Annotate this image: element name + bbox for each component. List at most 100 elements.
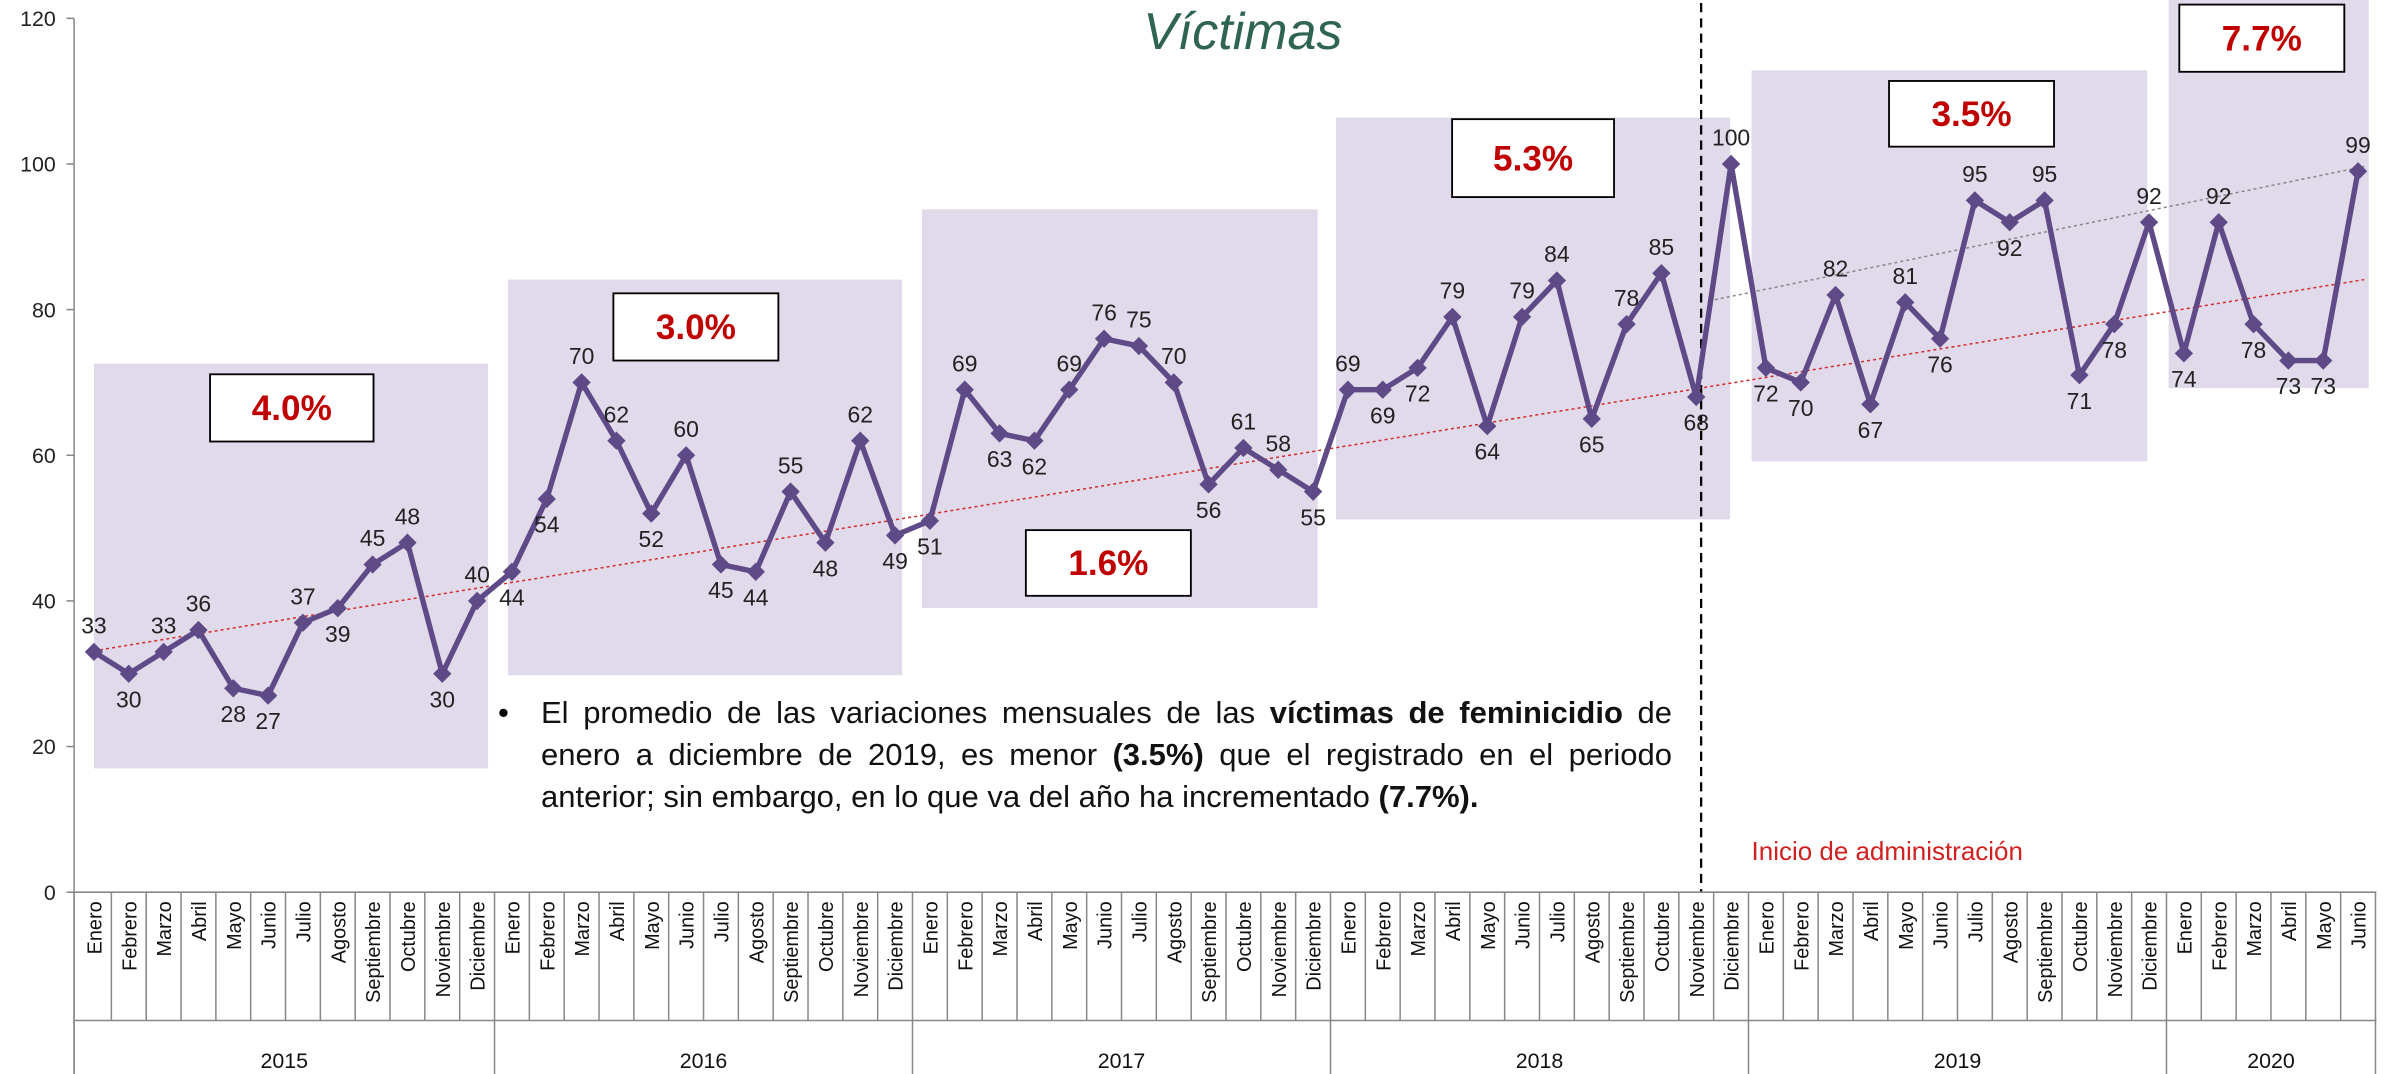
data-label: 69 [1057, 350, 1082, 376]
point [1965, 191, 1985, 210]
x-tick-label: Septiembre [1199, 901, 1221, 1003]
point [154, 642, 173, 662]
data-label: 65 [1579, 431, 1604, 457]
period-label: 7.7% [2222, 19, 2302, 58]
data-label: 62 [1022, 453, 1047, 479]
x-tick-label: Octubre [398, 901, 420, 972]
x-tick-label: Diciembre [1304, 901, 1326, 990]
point [1408, 358, 1427, 378]
data-label: 82 [1823, 256, 1848, 282]
point [119, 664, 138, 683]
x-tick-label: Septiembre [781, 901, 803, 1003]
point [1234, 438, 1253, 458]
point [1373, 380, 1392, 399]
data-label: 48 [813, 555, 838, 581]
y-tick-label: 0 [44, 881, 56, 905]
data-label: 54 [534, 512, 560, 538]
x-tick-label: Mayo [1478, 901, 1500, 950]
data-label: 63 [987, 446, 1012, 472]
point [607, 431, 626, 450]
x-tick-label: Junio [677, 901, 699, 948]
data-label: 36 [186, 591, 211, 617]
x-tick-label: Febrero [955, 901, 977, 971]
note-text: (3.5%) [1112, 737, 1204, 772]
data-label: 79 [1440, 278, 1465, 304]
data-label: 72 [1753, 380, 1778, 406]
data-label: 92 [1997, 235, 2022, 261]
data-label: 79 [1509, 278, 1534, 304]
data-label: 69 [1370, 402, 1395, 428]
note: El promedio de las variaciones mensuales… [541, 692, 1672, 818]
point [1756, 358, 1776, 378]
x-tick-label: Enero [921, 901, 943, 954]
point [189, 620, 208, 640]
x-tick-label: Agosto [328, 901, 350, 963]
point [84, 642, 104, 662]
data-label: 45 [360, 525, 385, 551]
x-tick-label: Enero [1339, 901, 1361, 954]
point [1930, 329, 1950, 348]
data-label: 70 [1788, 395, 1813, 421]
point [1338, 380, 1358, 399]
point [990, 424, 1009, 443]
data-label: 48 [395, 503, 420, 529]
point [1687, 387, 1706, 407]
note-text: (7.7%). [1378, 779, 1479, 814]
x-tick-label: Diciembre [468, 901, 490, 990]
x-tick-label: Octubre [816, 901, 838, 972]
data-label: 30 [430, 686, 455, 712]
data-label: 99 [2345, 132, 2370, 158]
point [816, 533, 835, 552]
data-label: 60 [673, 416, 698, 442]
x-tick-label: Junio [259, 901, 281, 948]
x-tick-label: Abril [2279, 901, 2301, 941]
x-tick-label: Febrero [119, 901, 141, 971]
x-tick-label: Junio [1931, 901, 1953, 948]
series-line [92, 161, 2361, 699]
period-label-box [1024, 529, 1192, 597]
period-label: 1.6% [1068, 544, 1148, 583]
x-tick-label: Septiembre [2035, 901, 2057, 1003]
x-tick-label: Julio [1548, 901, 1570, 942]
data-label: 81 [1892, 263, 1917, 289]
x-tick-label: Marzo [2244, 901, 2266, 956]
x-tick-label: Agosto [2000, 901, 2022, 963]
x-tick-label: Enero [1757, 901, 1779, 954]
data-label: 61 [1231, 409, 1256, 435]
x-tick-label: Octubre [1652, 901, 1674, 972]
x-tick-label: Abril [1861, 901, 1883, 941]
data-label: 51 [917, 533, 942, 559]
point [1547, 271, 1567, 290]
point [1721, 154, 1741, 174]
data-label: 55 [778, 452, 803, 478]
year-label: 2018 [1516, 1049, 1564, 1073]
x-tick-label: Enero [85, 901, 107, 954]
data-label: 62 [604, 401, 629, 427]
x-tick-label: Abril [607, 901, 629, 941]
data-label: 49 [882, 548, 907, 574]
data-label: 52 [639, 526, 664, 552]
x-tick-label: Febrero [1373, 901, 1395, 971]
data-label: 58 [1266, 430, 1291, 456]
data-label: 69 [952, 350, 977, 376]
period-label-box [209, 373, 375, 443]
x-tick-label: Marzo [1826, 901, 1848, 956]
point [1443, 307, 1462, 327]
point [1582, 409, 1601, 429]
x-tick-label: Agosto [1164, 901, 1186, 963]
point [1129, 336, 1149, 356]
x-tick-label: Febrero [2209, 901, 2231, 971]
year-label: 2015 [261, 1049, 309, 1073]
point [1617, 315, 1636, 334]
x-tick-label: Abril [189, 901, 211, 941]
point [363, 555, 382, 574]
x-tick-label: Marzo [154, 901, 176, 956]
data-label: 44 [743, 584, 769, 610]
point [1025, 431, 1044, 450]
point [676, 446, 696, 465]
data-label: 73 [2310, 373, 2335, 399]
data-label: 70 [1161, 343, 1186, 369]
year-label: 2017 [1098, 1049, 1146, 1073]
year-label: 2019 [1934, 1049, 1982, 1073]
